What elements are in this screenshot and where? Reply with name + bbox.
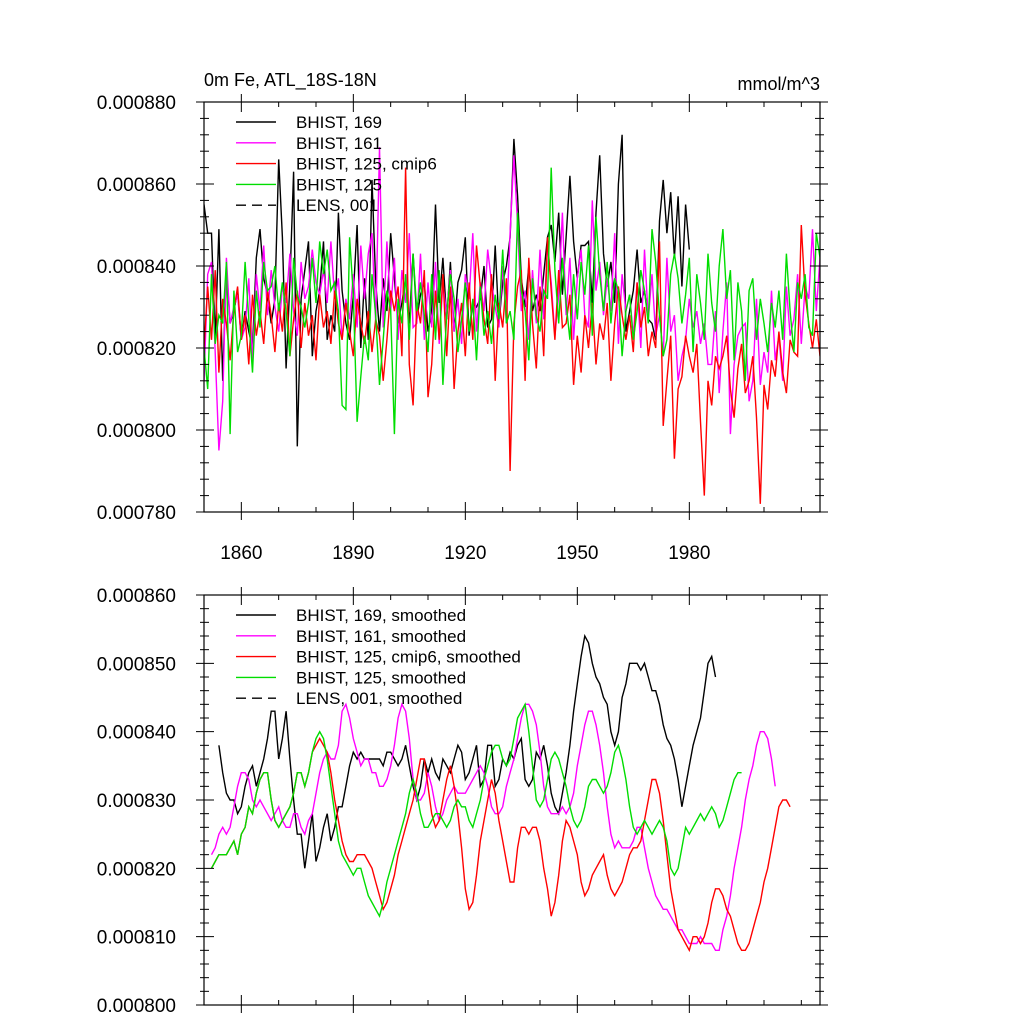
- top-legend: BHIST, 169 BHIST, 161 BHIST, 125, cmip6BHI…: [236, 113, 437, 215]
- x-tick-label: 1980: [668, 543, 710, 564]
- y-tick-label: 0.000800: [97, 421, 176, 442]
- series-line-bhist-125-cmip6: [204, 167, 820, 504]
- legend-label: BHIST, 125, cmip6: [296, 155, 437, 174]
- bottom-axis-ticks: 0.000800 0.000810 0.000820 0.000830 0.000840…: [97, 586, 828, 1017]
- y-tick-label: 0.000820: [97, 859, 176, 880]
- chart-title: 0m Fe, ATL_18S-18N: [204, 70, 377, 91]
- legend-label: BHIST, 161: [296, 134, 382, 153]
- y-tick-label: 0.000800: [97, 996, 176, 1017]
- y-tick-label: 0.000810: [97, 928, 176, 949]
- series-line-bhist-169-smoothed: [218, 633, 717, 869]
- y-tick-label: 0.000780: [97, 503, 176, 524]
- series-line-bhist-125: [204, 167, 820, 435]
- top-series-group: [204, 134, 820, 504]
- legend-label: BHIST, 169, smoothed: [296, 606, 466, 625]
- top-plot-frame: [203, 101, 821, 513]
- series-line-bhist-125-smoothed: [210, 702, 742, 919]
- y-tick-label: 0.000820: [97, 339, 176, 360]
- legend-label: LENS, 001, smoothed: [296, 689, 462, 708]
- series-line-bhist-161-smoothed: [210, 702, 776, 951]
- x-tick-label: 1860: [220, 543, 262, 564]
- top-panel: 0m Fe, ATL_18S-18N mmol/m^3 1860 1890 1920…: [97, 70, 828, 564]
- y-tick-label: 0.000860: [97, 175, 176, 196]
- bottom-legend: BHIST, 169, smoothed BHIST, 161, smoothed…: [236, 606, 521, 708]
- legend-label: BHIST, 125, cmip6, smoothed: [296, 648, 521, 667]
- x-tick-label: 1950: [556, 543, 598, 564]
- legend-label: LENS, 001: [296, 196, 378, 215]
- y-tick-label: 0.000830: [97, 791, 176, 812]
- bottom-panel: 0.000800 0.000810 0.000820 0.000830 0.000840…: [97, 586, 828, 1017]
- units-label: mmol/m^3: [738, 74, 820, 94]
- legend-label: BHIST, 125, smoothed: [296, 668, 466, 687]
- top-axis-ticks: 1860 1890 1920 1950 1980 0.000780 0.000800 0.00…: [97, 93, 828, 564]
- x-tick-label: 1920: [444, 543, 486, 564]
- y-tick-label: 0.000860: [97, 586, 176, 607]
- bottom-series-group: [210, 633, 791, 953]
- x-tick-label: 1890: [332, 543, 374, 564]
- y-tick-label: 0.000840: [97, 723, 176, 744]
- y-tick-label: 0.000850: [97, 654, 176, 675]
- y-tick-label: 0.000880: [97, 93, 176, 114]
- legend-label: BHIST, 169: [296, 113, 382, 132]
- y-tick-label: 0.000840: [97, 257, 176, 278]
- legend-label: BHIST, 161, smoothed: [296, 627, 466, 646]
- legend-label: BHIST, 125: [296, 175, 382, 194]
